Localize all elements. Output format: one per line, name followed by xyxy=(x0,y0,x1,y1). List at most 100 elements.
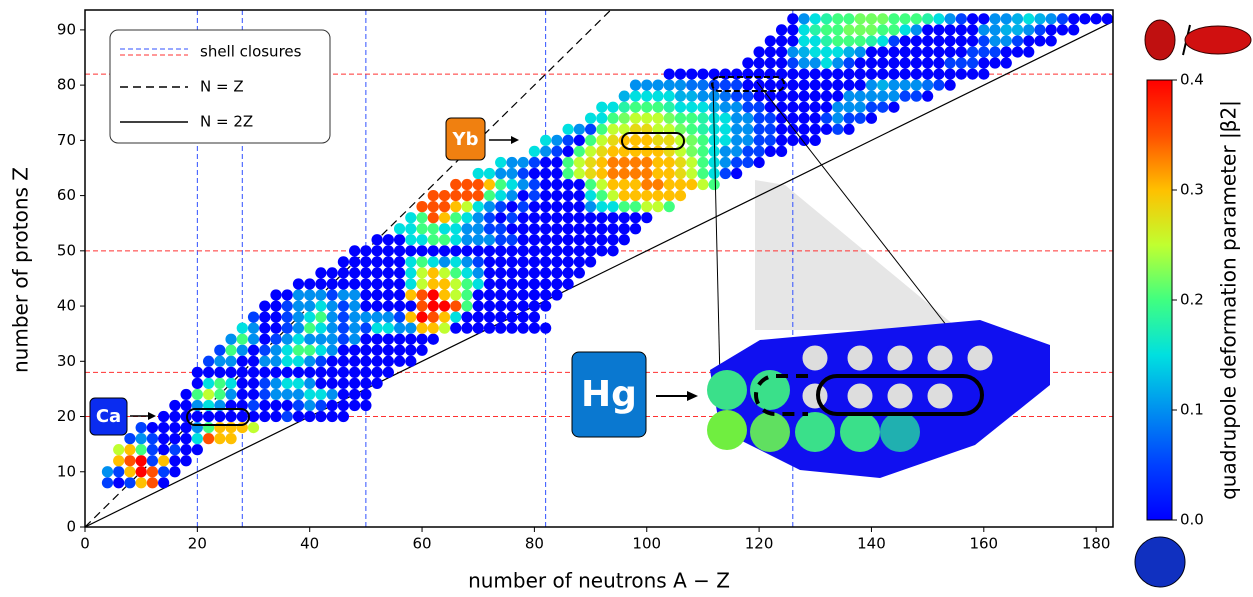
nuclide xyxy=(282,378,293,389)
tag-label: Yb xyxy=(452,129,479,150)
nuclide xyxy=(798,91,809,102)
nuclide xyxy=(248,422,259,433)
nuclide xyxy=(1023,13,1034,24)
nuclide xyxy=(776,35,787,46)
nuclide xyxy=(787,13,798,24)
nuclide xyxy=(619,212,630,223)
colorbar-tick-label: 0.0 xyxy=(1180,511,1204,529)
nuclide xyxy=(270,378,281,389)
y-tick-label: 0 xyxy=(66,518,76,536)
nuclide xyxy=(630,91,641,102)
nuclide xyxy=(607,212,618,223)
nuclide xyxy=(259,400,270,411)
nuclide xyxy=(495,300,506,311)
nuclide xyxy=(787,24,798,35)
nuclide xyxy=(956,13,967,24)
nuclide xyxy=(866,68,877,79)
nuclide xyxy=(562,278,573,289)
nuclide xyxy=(664,157,675,168)
legend-label: shell closures xyxy=(200,43,302,61)
nuclide xyxy=(843,91,854,102)
nuclide xyxy=(495,267,506,278)
nuclide xyxy=(574,234,585,245)
nuclide xyxy=(787,68,798,79)
nuclide xyxy=(203,433,214,444)
nuclide xyxy=(473,201,484,212)
nuclide xyxy=(787,80,798,91)
nuclide xyxy=(540,135,551,146)
nuclide xyxy=(214,433,225,444)
nuclide xyxy=(506,278,517,289)
nuclide xyxy=(192,422,203,433)
nuclide xyxy=(843,24,854,35)
nuclide xyxy=(158,422,169,433)
nuclide xyxy=(933,46,944,57)
nuclide xyxy=(473,323,484,334)
nuclide xyxy=(529,267,540,278)
nuclide xyxy=(394,345,405,356)
nuclide xyxy=(652,190,663,201)
nuclide xyxy=(753,157,764,168)
nuclide xyxy=(394,256,405,267)
nuclide xyxy=(529,201,540,212)
nuclide xyxy=(259,411,270,422)
nuclide xyxy=(147,455,158,466)
nuclide xyxy=(338,367,349,378)
sphere-icon xyxy=(1135,537,1185,587)
nuclide xyxy=(596,146,607,157)
nuclide xyxy=(293,356,304,367)
nuclide xyxy=(282,411,293,422)
nuclide xyxy=(551,278,562,289)
nuclide xyxy=(776,57,787,68)
nuclide xyxy=(1012,46,1023,57)
nuclide xyxy=(641,179,652,190)
nuclide xyxy=(484,256,495,267)
nuclide xyxy=(450,300,461,311)
nuclide xyxy=(124,466,135,477)
nuclide xyxy=(686,68,697,79)
nuclide xyxy=(911,13,922,24)
nuclide xyxy=(349,400,360,411)
nuclide xyxy=(798,80,809,91)
nuclide xyxy=(652,157,663,168)
nuclide xyxy=(248,400,259,411)
nuclide xyxy=(237,411,248,422)
nuclide xyxy=(270,389,281,400)
nuclide xyxy=(360,267,371,278)
nuclide xyxy=(798,35,809,46)
nuclide xyxy=(731,80,742,91)
nuclide xyxy=(731,124,742,135)
nuclide xyxy=(641,168,652,179)
nuclide xyxy=(562,212,573,223)
nuclide xyxy=(821,13,832,24)
nuclide xyxy=(327,378,338,389)
nuclide xyxy=(798,24,809,35)
nuclide xyxy=(585,256,596,267)
nuclide xyxy=(978,35,989,46)
nuclide xyxy=(619,102,630,113)
nuclide xyxy=(529,289,540,300)
nuclide xyxy=(821,102,832,113)
nuclide xyxy=(282,289,293,300)
nuclide xyxy=(562,234,573,245)
nuclide xyxy=(877,91,888,102)
nuclide xyxy=(607,234,618,245)
nuclide xyxy=(158,466,169,477)
nuclide xyxy=(821,80,832,91)
nuclide xyxy=(989,35,1000,46)
nuclide xyxy=(416,334,427,345)
nuclide xyxy=(529,190,540,201)
nuclide xyxy=(360,367,371,378)
nuclide xyxy=(315,389,326,400)
nuclide xyxy=(686,135,697,146)
nuclide xyxy=(551,190,562,201)
nuclide xyxy=(383,311,394,322)
nuclide xyxy=(394,323,405,334)
nuclide xyxy=(428,278,439,289)
nuclide xyxy=(787,35,798,46)
nuclide xyxy=(169,433,180,444)
nuclide xyxy=(405,289,416,300)
nuclide xyxy=(911,68,922,79)
nuclide xyxy=(776,102,787,113)
nuclide xyxy=(967,57,978,68)
